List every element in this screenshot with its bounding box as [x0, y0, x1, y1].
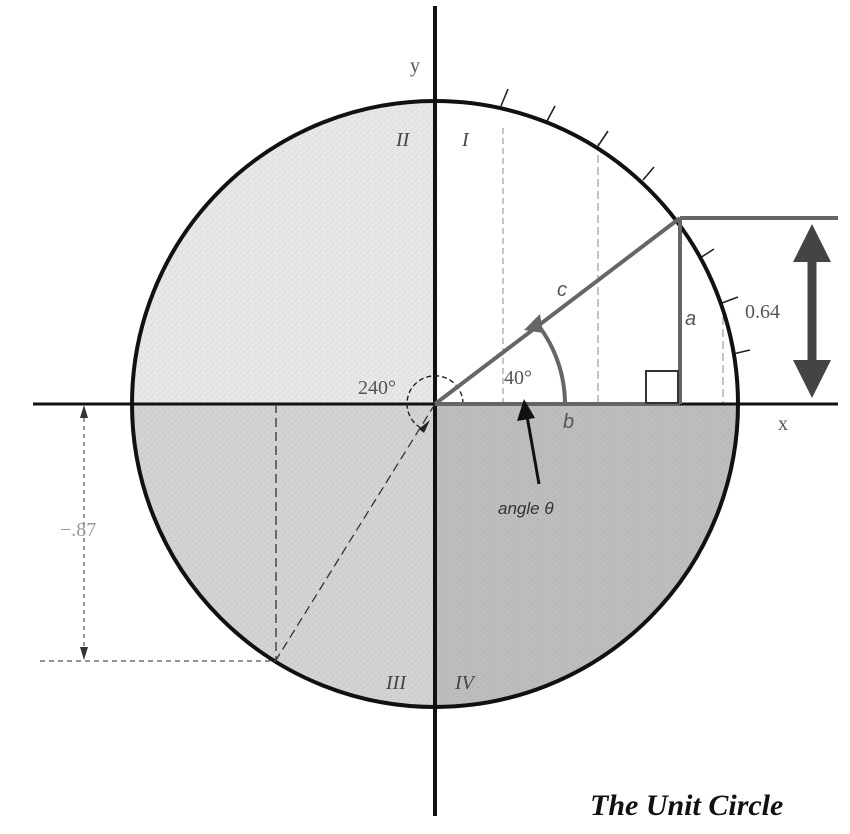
angle-40-label: 40° — [504, 367, 532, 389]
diagram-title: The Unit Circle — [590, 789, 783, 822]
arc-tick-marks — [500, 88, 751, 355]
dimension-arrow-top — [80, 405, 88, 418]
quadrant-label-iii: III — [385, 672, 407, 694]
angle-arc-240-arrowhead — [419, 420, 430, 433]
height-arrow-down — [793, 360, 831, 398]
adjacent-side-label: b — [563, 411, 574, 433]
right-angle-marker — [645, 370, 679, 404]
quadrant-label-ii: II — [395, 129, 411, 151]
y-axis-label: y — [410, 55, 420, 77]
unit-circle-outline — [130, 99, 740, 709]
height-arrow-up — [793, 224, 831, 262]
hypotenuse-label: c — [557, 279, 567, 301]
opposite-side-label: a — [685, 308, 696, 330]
hypotenuse-line — [433, 216, 682, 406]
angle-arc-40 — [532, 318, 567, 405]
dimension-arrow-bottom — [80, 647, 88, 660]
sine-40-value: 0.64 — [745, 301, 780, 323]
x-axis-label: x — [778, 413, 788, 435]
angle-pointer-head — [517, 399, 535, 421]
angle-240-label: 240° — [358, 377, 396, 399]
quadrant-label-i: I — [461, 129, 470, 151]
radius-240-dashed — [275, 403, 436, 661]
angle-pointer-shaft — [525, 415, 541, 485]
quadrant-label-iv: IV — [454, 672, 477, 694]
angle-arc-40-arrowhead — [524, 314, 543, 333]
angle-pointer-label: angle θ — [498, 499, 554, 518]
sine-240-value: −.87 — [60, 519, 96, 541]
